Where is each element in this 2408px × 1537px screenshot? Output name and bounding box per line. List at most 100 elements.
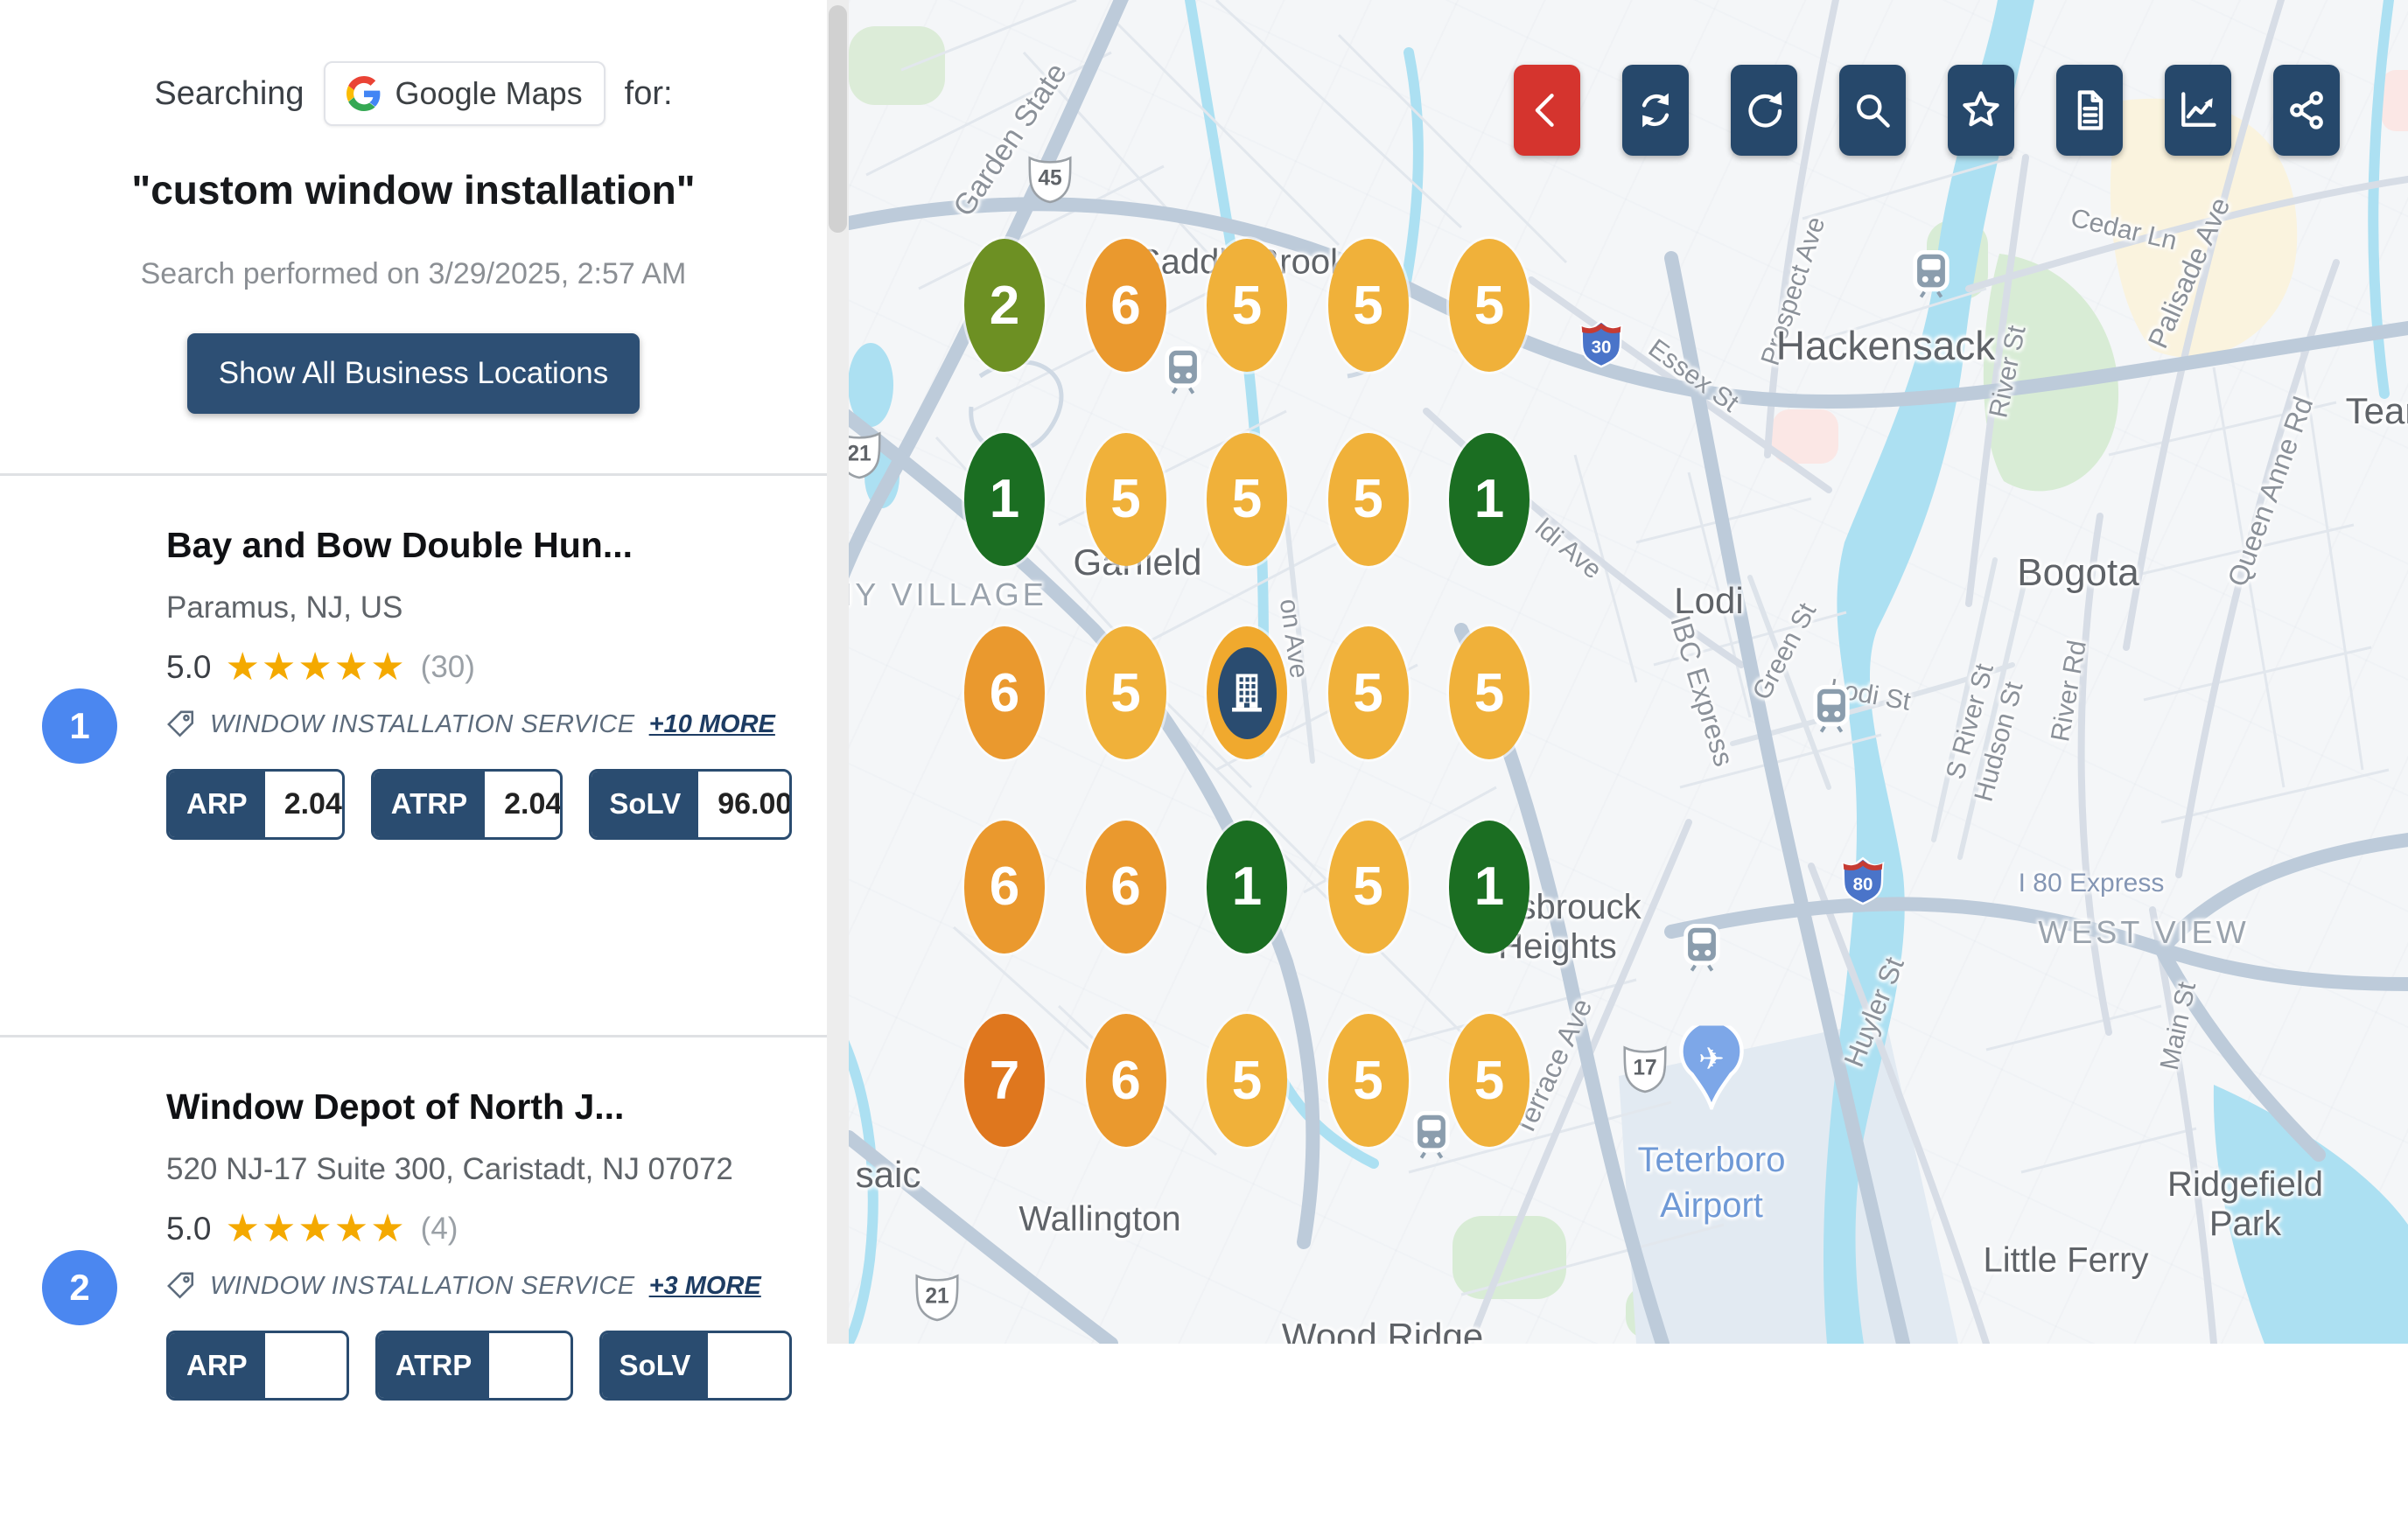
metric-value — [265, 1333, 346, 1398]
review-count: (4) — [420, 1212, 458, 1246]
listing-title: Window Depot of North J... — [166, 1086, 625, 1127]
trends-button[interactable] — [2165, 65, 2231, 156]
metric-pill-solv: SoLV — [598, 1331, 792, 1401]
favorite-button[interactable] — [1948, 65, 2014, 156]
map-label: WEST VIEW — [2038, 914, 2250, 950]
show-all-business-locations-button[interactable]: Show All Business Locations — [186, 333, 640, 414]
map-background — [849, 0, 2408, 1344]
more-categories-link[interactable]: +10 MORE — [648, 709, 775, 738]
review-count: (30) — [420, 650, 475, 684]
rank-pin[interactable]: 1 — [1449, 820, 1530, 954]
back-button[interactable] — [1514, 65, 1580, 156]
transit-station-icon — [1678, 922, 1726, 977]
rank-pin[interactable]: 5 — [1449, 239, 1530, 372]
sidebar-scrollbar-thumb[interactable] — [829, 5, 847, 233]
search-header: Searching Google Maps for: "custom windo… — [0, 0, 827, 414]
metric-pill-atrp: ATRP — [374, 1331, 573, 1401]
svg-text:45: 45 — [1038, 167, 1061, 191]
file-icon — [2077, 90, 2104, 130]
metric-value — [708, 1333, 789, 1398]
rank-pin[interactable]: 7 — [964, 1014, 1045, 1147]
more-categories-link[interactable]: +3 MORE — [648, 1271, 761, 1300]
search-button[interactable] — [1839, 65, 1906, 156]
us-route-shield: 21 — [912, 1268, 962, 1327]
us-route-shield: 45 — [1025, 150, 1075, 209]
refresh-button[interactable] — [1731, 65, 1797, 156]
chart-icon — [2181, 92, 2216, 127]
listing-address: Paramus, NJ, US — [166, 590, 403, 625]
tag-row: WINDOW INSTALLATION SERVICE +3 MORE — [166, 1271, 792, 1301]
rank-pin[interactable]: 5 — [1327, 820, 1409, 954]
svg-text:✈: ✈ — [1698, 1042, 1725, 1078]
redo-icon — [1748, 91, 1782, 128]
map-label: Little Ferry — [1983, 1240, 2149, 1280]
star-icon — [1963, 91, 1999, 127]
rank-pin[interactable]: 5 — [1449, 1014, 1530, 1147]
search-timestamp: Search performed on 3/29/2025, 2:57 AM — [140, 257, 687, 290]
sidebar-scrollbar[interactable] — [827, 0, 849, 1344]
us-route-shield: 17 — [1620, 1040, 1670, 1099]
searching-row: Searching Google Maps for: — [0, 61, 827, 126]
svg-text:17: 17 — [1633, 1057, 1656, 1080]
svg-text:30: 30 — [1592, 337, 1612, 357]
listing-card[interactable]: 2 Window Depot of North J... 520 NJ-17 Sui… — [0, 1037, 827, 1537]
rank-pin[interactable]: 6 — [1085, 1014, 1166, 1147]
rank-pin[interactable]: 6 — [964, 626, 1045, 759]
rank-pin[interactable]: 5 — [1327, 626, 1409, 759]
svg-text:80: 80 — [1853, 874, 1873, 894]
transit-station-icon — [1408, 1109, 1455, 1164]
rating-row: 5.0 ★★★★★ (4) — [166, 1210, 792, 1248]
map-toolbar — [1514, 65, 2340, 156]
rank-pin[interactable]: 5 — [1327, 1014, 1409, 1147]
rank-pin[interactable]: 6 — [1085, 239, 1166, 372]
rank-pin[interactable]: 6 — [1085, 820, 1166, 954]
share-icon — [2290, 91, 2323, 129]
metric-value: 96.00 — [718, 787, 792, 821]
for-label: for: — [624, 74, 673, 112]
listing-card[interactable]: 1 Bay and Bow Double Hun... Paramus, NJ, U… — [0, 476, 827, 975]
business-location-marker[interactable] — [1207, 626, 1287, 759]
rank-pin[interactable]: 5 — [1207, 1014, 1287, 1147]
report-button[interactable] — [2056, 65, 2123, 156]
map-label: Wallington — [1018, 1199, 1181, 1239]
rank-pin[interactable]: 5 — [1449, 626, 1530, 759]
metric-label: ARP — [169, 772, 265, 837]
sync-button[interactable] — [1622, 65, 1689, 156]
rank-pin[interactable]: 5 — [1085, 626, 1166, 759]
map-label: Teterboro Airport — [1637, 1141, 1786, 1225]
rank-badge: 2 — [42, 1249, 117, 1325]
divider — [0, 1035, 827, 1037]
share-button[interactable] — [2273, 65, 2340, 156]
searching-label: Searching — [154, 74, 304, 112]
rank-pin[interactable]: 5 — [1327, 432, 1409, 566]
building-icon — [1217, 646, 1277, 739]
svg-text:21: 21 — [849, 443, 872, 466]
rank-pin[interactable]: 5 — [1207, 432, 1287, 566]
us-route-shield: 21 — [849, 426, 885, 485]
results-sidebar: Searching Google Maps for: "custom windo… — [0, 0, 827, 1401]
rank-pin[interactable]: 2 — [964, 239, 1045, 372]
rank-pin[interactable]: 1 — [1449, 432, 1530, 566]
metrics-row: ARP ATRP SoLV — [166, 1331, 792, 1401]
rank-pin[interactable]: 1 — [964, 432, 1045, 566]
metric-value: 2.04 — [504, 787, 563, 821]
rank-pin[interactable]: 5 — [1085, 432, 1166, 566]
svg-text:21: 21 — [925, 1285, 948, 1309]
category-tag: WINDOW INSTALLATION SERVICE — [210, 709, 635, 738]
rank-pin[interactable]: 5 — [1207, 239, 1287, 372]
transit-station-icon — [1808, 683, 1855, 738]
metrics-row: ARP 2.04 ATRP 2.04 SoLV 96.00 — [166, 769, 792, 840]
map-label: Lodi — [1674, 580, 1744, 621]
metric-pill-solv: SoLV 96.00 — [589, 769, 792, 840]
tag-row: WINDOW INSTALLATION SERVICE +10 MORE — [166, 709, 792, 739]
rank-pin[interactable]: 1 — [1207, 820, 1287, 954]
map-label: Wood Ridge — [1281, 1316, 1484, 1344]
rank-pin[interactable]: 5 — [1327, 239, 1409, 372]
search-query: "custom window installation" — [131, 167, 696, 213]
metric-label: ARP — [169, 1333, 265, 1398]
google-logo-icon — [346, 76, 382, 111]
airport-pin-icon: ✈ — [1677, 1019, 1746, 1114]
rank-pin[interactable]: 6 — [964, 820, 1045, 954]
metric-pill-atrp: ATRP 2.04 — [370, 769, 564, 840]
